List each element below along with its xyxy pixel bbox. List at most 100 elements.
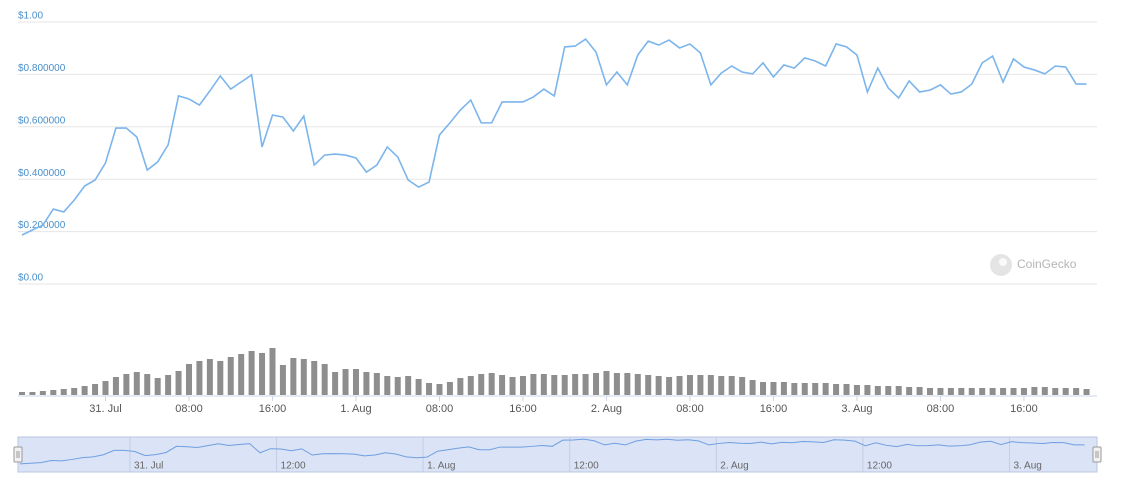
volume-bar bbox=[885, 386, 892, 395]
volume-bar bbox=[29, 392, 36, 395]
navigator-line bbox=[19, 438, 1085, 465]
volume-bar bbox=[874, 386, 881, 395]
y-tick-label: $0.400000 bbox=[18, 168, 66, 179]
volume-bar bbox=[19, 392, 25, 395]
volume-bar bbox=[206, 359, 213, 395]
volume-bar bbox=[300, 359, 307, 395]
volume-bar bbox=[864, 385, 871, 395]
volume-bar bbox=[760, 382, 767, 395]
volume-bar bbox=[1031, 387, 1038, 395]
navigator-tick-label: 2. Aug bbox=[720, 461, 748, 472]
volume-bar bbox=[979, 388, 986, 395]
x-tick-label: 31. Jul bbox=[89, 403, 121, 415]
volume-bar bbox=[519, 376, 526, 395]
navigator-tick-label: 1. Aug bbox=[427, 461, 455, 472]
x-tick-label: 08:00 bbox=[426, 403, 454, 415]
volume-bar bbox=[165, 375, 172, 395]
watermark-text: CoinGecko bbox=[1017, 257, 1077, 271]
volume-bar bbox=[290, 358, 297, 395]
x-tick-label: 16:00 bbox=[1010, 403, 1038, 415]
volume-bar bbox=[739, 377, 746, 395]
volume-bar bbox=[927, 388, 934, 395]
volume-bar bbox=[71, 388, 78, 395]
volume-bar bbox=[697, 375, 704, 395]
volume-bar bbox=[676, 376, 683, 395]
volume-bar bbox=[499, 375, 506, 395]
volume-bar bbox=[384, 376, 391, 395]
volume-bar bbox=[102, 381, 109, 395]
volume-bar bbox=[728, 376, 735, 395]
x-tick-label: 1. Aug bbox=[340, 403, 371, 415]
volume-bar bbox=[352, 369, 359, 395]
volume-bar bbox=[446, 382, 453, 395]
volume-bar bbox=[227, 357, 234, 395]
x-tick-label: 08:00 bbox=[927, 403, 955, 415]
volume-bar bbox=[50, 390, 57, 395]
volume-bar bbox=[530, 374, 537, 395]
navigator-window[interactable] bbox=[17, 436, 1098, 473]
volume-bar bbox=[1073, 388, 1080, 395]
volume-bar bbox=[895, 386, 902, 395]
volume-bar bbox=[144, 374, 151, 395]
volume-bar bbox=[822, 383, 829, 395]
price-line bbox=[21, 37, 1087, 236]
x-tick-label: 08:00 bbox=[175, 403, 203, 415]
volume-bar bbox=[457, 378, 464, 395]
y-tick-label: $1.00 bbox=[18, 11, 43, 22]
volume-bar bbox=[436, 384, 443, 395]
volume-bar bbox=[217, 361, 224, 395]
volume-bar bbox=[780, 382, 787, 395]
volume-bar bbox=[1083, 389, 1090, 395]
navigator-tick-label: 12:00 bbox=[574, 461, 599, 472]
volume-bar bbox=[426, 383, 433, 395]
volume-bar bbox=[394, 377, 401, 395]
volume-bar bbox=[749, 380, 756, 395]
volume-bar bbox=[843, 384, 850, 395]
volume-bar bbox=[634, 374, 641, 395]
volume-bar bbox=[259, 353, 266, 395]
volume-bar bbox=[467, 376, 474, 395]
volume-bar bbox=[415, 379, 422, 395]
volume-bar bbox=[60, 389, 67, 395]
volume-bar bbox=[937, 388, 944, 395]
x-tick-label: 16:00 bbox=[259, 403, 287, 415]
volume-bar bbox=[572, 374, 579, 395]
volume-bar bbox=[791, 383, 798, 395]
x-tick-label: 2. Aug bbox=[591, 403, 622, 415]
watermark-icon-eye bbox=[999, 258, 1007, 266]
volume-bar bbox=[133, 372, 140, 395]
volume-bar bbox=[916, 387, 923, 395]
volume-bar bbox=[1062, 388, 1069, 395]
volume-bar bbox=[373, 373, 380, 395]
volume-bar bbox=[123, 374, 130, 395]
navigator-tick-label: 31. Jul bbox=[134, 461, 163, 472]
volume-bar bbox=[958, 388, 965, 395]
volume-bar bbox=[989, 388, 996, 395]
volume-bar bbox=[311, 361, 318, 395]
navigator-tick-label: 12:00 bbox=[867, 461, 892, 472]
volume-bar bbox=[238, 354, 245, 395]
volume-bar bbox=[1000, 388, 1007, 395]
volume-bar bbox=[707, 375, 714, 395]
volume-bar bbox=[185, 364, 192, 395]
volume-bar bbox=[801, 383, 808, 395]
volume-bar bbox=[603, 371, 610, 395]
volume-bar bbox=[175, 371, 182, 395]
volume-bar bbox=[540, 374, 547, 395]
volume-bar bbox=[655, 376, 662, 395]
volume-bar bbox=[248, 351, 255, 395]
y-tick-label: $0.600000 bbox=[18, 115, 66, 126]
volume-bar bbox=[1020, 388, 1027, 395]
x-tick-label: 08:00 bbox=[676, 403, 704, 415]
volume-bar bbox=[1041, 387, 1048, 395]
volume-bar bbox=[853, 385, 860, 395]
volume-bar bbox=[1010, 388, 1017, 395]
volume-bar bbox=[968, 388, 975, 395]
volume-bar bbox=[196, 361, 203, 395]
volume-bar bbox=[812, 383, 819, 395]
volume-bar bbox=[92, 384, 99, 395]
volume-bar bbox=[906, 387, 913, 395]
navigator-handle[interactable] bbox=[1092, 446, 1102, 463]
navigator-handle[interactable] bbox=[13, 446, 23, 463]
volume-bar bbox=[1052, 388, 1059, 395]
